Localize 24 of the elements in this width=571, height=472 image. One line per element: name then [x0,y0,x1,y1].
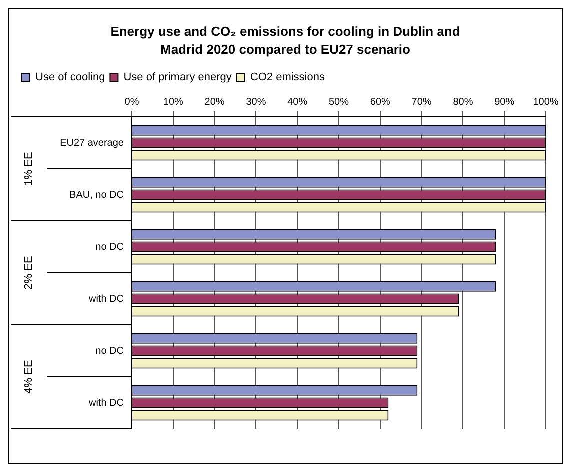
x-tick-label: 100% [533,96,559,108]
x-tick-label: 60% [370,96,391,108]
y-tick-label: with DC [88,294,124,305]
legend-label: CO2 emissions [250,72,326,84]
x-tick-label: 90% [494,96,515,108]
y-tick-label: no DC [96,242,124,253]
legend-label: Use of primary energy [124,72,232,84]
x-tick-label: 50% [328,96,350,108]
x-tick-label: 30% [246,96,266,108]
x-tick-label: 10% [163,96,184,108]
text: 4% EE [23,360,36,394]
legend-label: Use of cooling [36,72,106,84]
chart-title: Energy use and CO₂ emissions for cooling in Dublin and Madrid 2020 compared to EU27 scenario [110,23,462,59]
x-tick-label: 40% [288,96,308,108]
text: 2% EE [23,256,36,290]
x-tick-label: 70% [412,96,432,108]
y-tick-label: BAU, no DC [70,190,124,201]
y-tick-label: with DC [88,398,124,409]
text: 1% EE [23,152,36,186]
y-tick-label: no DC [96,346,124,357]
x-tick-label: 0% [124,96,140,108]
y-tick-label: EU27 average [60,138,124,149]
x-tick-label: 20% [204,96,225,108]
x-tick-label: 80% [453,96,474,108]
